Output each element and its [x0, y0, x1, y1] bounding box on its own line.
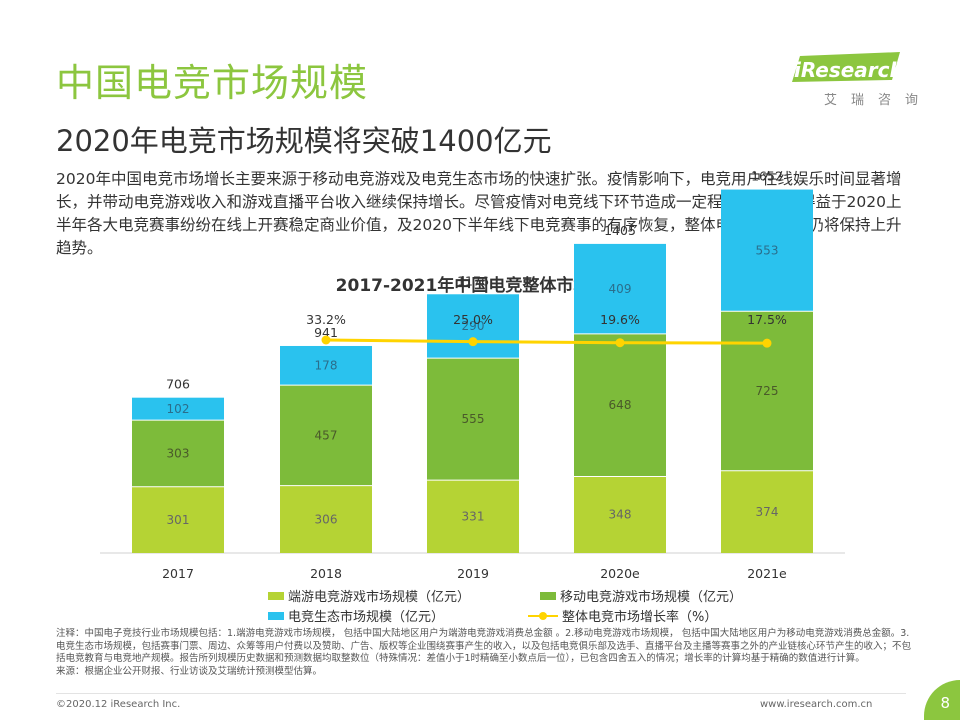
- logo-cn-text: 艾瑞咨询: [824, 93, 933, 108]
- footer-divider: [56, 693, 906, 694]
- bar-segment-0-2020e: [574, 476, 666, 553]
- website-url: www.iresearch.com.cn: [760, 699, 873, 710]
- footnotes: 注释：中国电子竞技行业市场规模包括：1.端游电竞游戏市场规模， 包括中国大陆地区…: [56, 628, 916, 678]
- growth-rate-label: 17.5%: [747, 312, 787, 327]
- legend-item-pc: 端游电竞游戏市场规模（亿元）: [268, 586, 470, 605]
- bar-total-label: 706: [166, 377, 190, 392]
- growth-rate-point: [321, 335, 331, 345]
- bar-value-label: 725: [756, 384, 779, 398]
- bar-value-label: 306: [315, 512, 338, 526]
- bar-total-label: 1176: [457, 273, 489, 288]
- legend-item-mobile: 移动电竞游戏市场规模（亿元）: [540, 586, 742, 605]
- bar-segment-2-2021e: [721, 189, 813, 312]
- bar-segment-0-2017: [132, 486, 224, 553]
- growth-rate-label: 19.6%: [600, 312, 640, 327]
- bar-segment-0-2019: [427, 480, 519, 553]
- bar-value-label: 178: [315, 359, 338, 373]
- summary-paragraph: 2020年中国电竞市场增长主要来源于移动电竞游戏及电竞生态市场的快速扩张。疫情影…: [56, 170, 902, 257]
- copyright-text: ©2020.12 iResearch Inc.: [56, 699, 181, 710]
- bar-total-label: 1652: [751, 169, 783, 184]
- iresearch-logo: iResearch 艾瑞咨询: [790, 52, 920, 112]
- legend-label-ecosystem: 电竞生态市场规模（亿元）: [288, 610, 445, 625]
- bar-segment-0-2018: [280, 485, 372, 553]
- bar-segment-2-2017: [132, 397, 224, 421]
- bar-value-label: 303: [167, 446, 190, 460]
- page-title: 中国电竞市场规模: [56, 61, 369, 105]
- bar-segment-0-2021e: [721, 470, 813, 553]
- bar-value-label: 102: [167, 402, 190, 416]
- bar-segment-1-2020e: [574, 333, 666, 477]
- x-tick-label: 2019: [457, 566, 489, 581]
- legend-label-growth: 整体电竞市场增长率（%）: [562, 610, 718, 625]
- x-tick-label: 2018: [310, 566, 342, 581]
- growth-rate-point: [762, 338, 772, 348]
- legend-swatch-pc: [268, 591, 284, 600]
- logo-brand-text: iResearch: [794, 58, 904, 82]
- x-tick-label: 2017: [162, 566, 194, 581]
- legend-swatch-ecosystem: [268, 611, 284, 620]
- bar-segment-2-2018: [280, 345, 372, 386]
- legend-line-growth: [528, 611, 558, 620]
- bar-segment-1-2021e: [721, 311, 813, 471]
- bar-total-label: 941: [314, 325, 338, 340]
- bar-value-label: 553: [756, 243, 779, 257]
- page-subtitle: 2020年电竞市场规模将突破1400亿元: [56, 124, 552, 158]
- bar-value-label: 348: [609, 508, 632, 522]
- bar-value-label: 331: [462, 510, 485, 524]
- bar-value-label: 374: [756, 505, 779, 519]
- legend-item-ecosystem: 电竞生态市场规模（亿元）: [268, 606, 444, 625]
- bar-segment-1-2019: [427, 358, 519, 481]
- bar-value-label: 555: [462, 412, 485, 426]
- bar-value-label: 648: [609, 398, 632, 412]
- page-number: 8: [940, 694, 950, 712]
- footnote-source: 来源：根据企业公开财报、行业访谈及艾瑞统计预测模型估算。: [56, 665, 323, 677]
- legend-label-pc: 端游电竞游戏市场规模（亿元）: [288, 590, 471, 605]
- x-tick-label: 2020e: [600, 566, 640, 581]
- x-tick-label: 2021e: [747, 566, 787, 581]
- footnote-definition: 注释：中国电子竞技行业市场规模包括：1.端游电竞游戏市场规模， 包括中国大陆地区…: [56, 628, 912, 664]
- bar-value-label: 301: [167, 513, 190, 527]
- bar-segment-2-2020e: [574, 243, 666, 334]
- legend-swatch-mobile: [540, 591, 556, 600]
- bar-segment-1-2018: [280, 385, 372, 486]
- bar-segment-1-2017: [132, 420, 224, 487]
- logo-banner-icon: [792, 52, 900, 82]
- growth-rate-label: 33.2%: [306, 312, 346, 327]
- bar-value-label: 290: [462, 319, 485, 333]
- bar-value-label: 409: [609, 282, 632, 296]
- growth-rate-line: [325, 338, 768, 345]
- bar-segment-2-2019: [427, 294, 519, 359]
- growth-rate-point: [468, 337, 478, 347]
- bar-total-label: 1405: [604, 223, 636, 238]
- growth-rate-point: [615, 338, 625, 348]
- chart-title: 2017-2021年中国电竞整体市场规模: [335, 276, 625, 296]
- bar-value-label: 457: [315, 428, 338, 442]
- legend-item-growth: 整体电竞市场增长率（%）: [528, 606, 717, 625]
- legend-label-mobile: 移动电竞游戏市场规模（亿元）: [560, 590, 743, 605]
- growth-rate-label: 25.0%: [453, 312, 493, 327]
